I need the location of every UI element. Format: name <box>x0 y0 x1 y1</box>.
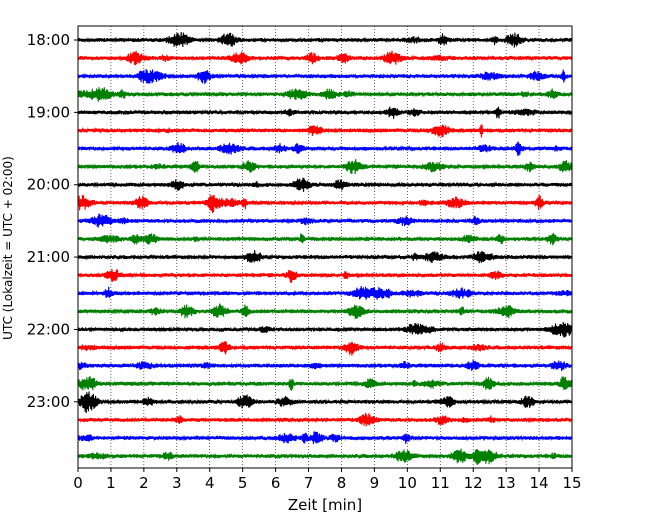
trace-2245 <box>77 376 573 391</box>
trace-2100 <box>77 250 573 264</box>
x-axis-ticks: 0 1 2 3 4 5 6 7 8 9 10 11 12 13 14 15 <box>73 468 582 492</box>
trace-2115 <box>77 269 573 283</box>
x-tick-label: 12 <box>464 474 483 492</box>
trace-1915 <box>77 124 573 138</box>
x-tick-label: 8 <box>337 474 347 492</box>
x-tick-label: 6 <box>271 474 281 492</box>
x-tick-label: 14 <box>530 474 549 492</box>
trace-1945 <box>77 158 573 175</box>
trace-2330 <box>77 431 573 444</box>
x-tick-label: 13 <box>497 474 516 492</box>
x-axis-label: Zeit [min] <box>288 496 362 514</box>
trace-1930 <box>77 141 573 156</box>
x-tick-label: 2 <box>139 474 149 492</box>
y-tick-label: 19:00 <box>27 103 70 121</box>
trace-1845 <box>77 87 573 102</box>
y-axis-ticks: 18:00 19:00 20:00 21:00 22:00 23:00 <box>27 31 78 411</box>
y-tick-label: 23:00 <box>27 393 70 411</box>
trace-2130 <box>77 285 573 300</box>
traces <box>77 31 573 465</box>
x-tick-label: 5 <box>238 474 248 492</box>
trace-2030 <box>77 213 573 228</box>
x-tick-label: 15 <box>562 474 581 492</box>
trace-1800 <box>77 31 573 48</box>
trace-2000 <box>77 177 573 192</box>
x-tick-label: 1 <box>106 474 116 492</box>
x-tick-label: 7 <box>304 474 314 492</box>
trace-1815 <box>77 50 573 66</box>
plot-frame <box>77 25 573 469</box>
trace-2145 <box>77 303 573 319</box>
trace-2215 <box>77 341 573 356</box>
y-tick-label: 21:00 <box>27 248 70 266</box>
x-tick-label: 0 <box>73 474 83 492</box>
x-tick-label: 3 <box>172 474 182 492</box>
trace-2315 <box>77 412 573 427</box>
y-tick-label: 22:00 <box>27 320 70 338</box>
trace-2345 <box>77 448 573 465</box>
trace-1830 <box>77 68 573 84</box>
trace-2230 <box>77 359 573 372</box>
x-tick-label: 9 <box>370 474 380 492</box>
x-tick-label: 11 <box>431 474 450 492</box>
y-axis-label: UTC (Lokalzeit = UTC + 02:00) <box>1 156 15 340</box>
trace-2015 <box>77 194 573 214</box>
x-tick-label: 4 <box>205 474 215 492</box>
trace-1900 <box>77 106 573 119</box>
trace-2045 <box>77 232 573 246</box>
trace-2300 <box>77 391 573 414</box>
y-tick-label: 20:00 <box>27 176 70 194</box>
trace-2200 <box>77 321 573 338</box>
x-tick-label: 10 <box>398 474 417 492</box>
y-tick-label: 18:00 <box>27 31 70 49</box>
